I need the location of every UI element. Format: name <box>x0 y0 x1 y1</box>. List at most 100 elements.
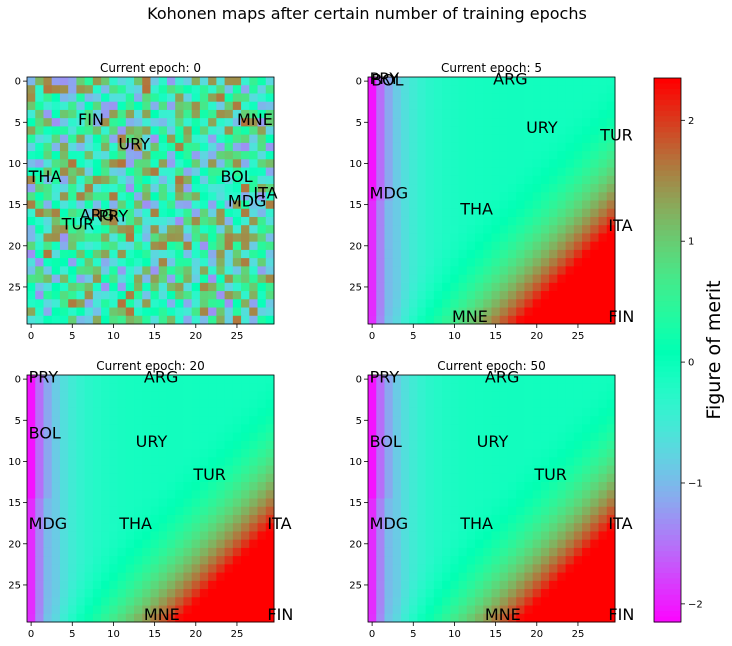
heatmap-cell <box>524 184 534 193</box>
heatmap-cell <box>450 101 460 111</box>
heatmap-cell <box>241 539 250 549</box>
heatmap-cell <box>598 126 608 136</box>
heatmap-cell <box>409 192 418 201</box>
heatmap-cell <box>191 375 201 384</box>
heatmap-cell <box>183 159 193 169</box>
heatmap-cell <box>232 490 242 499</box>
heatmap-cell <box>400 564 410 574</box>
heatmap-cell <box>392 282 402 292</box>
heatmap-cell <box>458 192 468 201</box>
heatmap-cell <box>433 258 443 267</box>
heatmap-cell <box>466 605 476 615</box>
heatmap-cell <box>43 449 53 458</box>
heatmap-cell <box>265 597 275 607</box>
heatmap-cell <box>442 101 451 111</box>
heatmap-cell <box>249 126 259 136</box>
heatmap-cell <box>59 93 69 103</box>
heatmap-cell <box>400 531 410 541</box>
heatmap-cell <box>158 315 168 325</box>
heatmap-cell <box>598 93 608 103</box>
heatmap-cell <box>392 241 402 251</box>
heatmap-cell <box>208 282 217 292</box>
heatmap-cell <box>392 440 402 450</box>
heatmap-cell <box>232 547 242 557</box>
heatmap-cell <box>125 482 135 491</box>
heatmap-cells <box>368 375 616 623</box>
heatmap-cell <box>51 589 61 598</box>
heatmap-cell <box>573 167 583 177</box>
heatmap-cell <box>573 151 583 160</box>
heatmap-cell <box>590 457 600 467</box>
heatmap-cell <box>125 539 135 549</box>
heatmap-cell <box>166 391 176 401</box>
x-tick-label: 15 <box>148 629 161 640</box>
heatmap-cell <box>191 432 201 442</box>
country-label: ARG <box>485 368 519 387</box>
heatmap-cell <box>433 249 443 259</box>
heatmap-cell <box>76 465 86 475</box>
heatmap-cell <box>516 465 525 475</box>
heatmap-cell <box>376 597 385 607</box>
heatmap-cell <box>166 241 176 251</box>
heatmap-cell <box>565 315 575 325</box>
heatmap-cell <box>475 274 484 284</box>
heatmap-cell <box>27 233 36 243</box>
heatmap-cell <box>425 375 435 384</box>
heatmap-cell <box>43 407 53 417</box>
heatmap-cell <box>549 241 558 251</box>
heatmap-cell <box>241 589 250 598</box>
heatmap-cell <box>208 482 217 491</box>
heatmap-cell <box>134 93 143 103</box>
heatmap-cell <box>565 299 575 309</box>
heatmap-cell <box>499 514 509 524</box>
heatmap-cell <box>507 77 517 86</box>
heatmap-cell <box>68 274 77 284</box>
heatmap-cell <box>409 572 418 582</box>
heatmap-cell <box>216 523 226 532</box>
heatmap-cell <box>475 291 484 300</box>
heatmap-cell <box>150 580 160 590</box>
heatmap-cell <box>224 299 234 309</box>
heatmap-cell <box>540 151 550 160</box>
heatmap-cell <box>117 424 127 434</box>
heatmap-cell <box>499 225 509 234</box>
heatmap-cell <box>368 432 377 442</box>
heatmap-cell <box>51 109 61 119</box>
heatmap-cell <box>433 167 443 177</box>
heatmap-cell <box>109 506 119 516</box>
heatmap-cell <box>265 547 275 557</box>
colorbar-segment <box>654 594 681 601</box>
heatmap-cell <box>249 531 259 541</box>
y-tick-label: 10 <box>8 159 21 170</box>
colorbar-segment <box>654 350 681 357</box>
heatmap-cell <box>224 225 234 234</box>
heatmap-cell <box>458 299 468 309</box>
heatmap-cell <box>101 514 110 524</box>
heatmap-cell <box>199 383 209 392</box>
heatmap-cell <box>191 449 201 458</box>
heatmap-cell <box>409 547 418 557</box>
heatmap-cell <box>109 216 119 226</box>
panel-title: Current epoch: 0 <box>100 61 201 75</box>
heatmap-cell <box>199 233 209 243</box>
heatmap-cell <box>491 605 501 615</box>
heatmap-cell <box>101 200 110 210</box>
heatmap-cell <box>582 589 591 598</box>
heatmap-cell <box>598 605 608 615</box>
heatmap-cell <box>524 490 534 499</box>
heatmap-cell <box>540 315 550 325</box>
heatmap-cell <box>524 506 534 516</box>
heatmap-cell <box>216 572 226 582</box>
heatmap-cell <box>109 134 119 144</box>
heatmap-cell <box>557 266 567 276</box>
heatmap-cell <box>483 399 492 409</box>
heatmap-cell <box>475 85 484 94</box>
heatmap-cell <box>43 299 53 309</box>
heatmap-cell <box>241 432 250 442</box>
heatmap-cell <box>549 175 558 185</box>
heatmap-cell <box>35 216 44 226</box>
heatmap-cell <box>565 506 575 516</box>
heatmap-cell <box>499 506 509 516</box>
colorbar-segment <box>654 241 681 248</box>
heatmap-cell <box>101 482 110 491</box>
